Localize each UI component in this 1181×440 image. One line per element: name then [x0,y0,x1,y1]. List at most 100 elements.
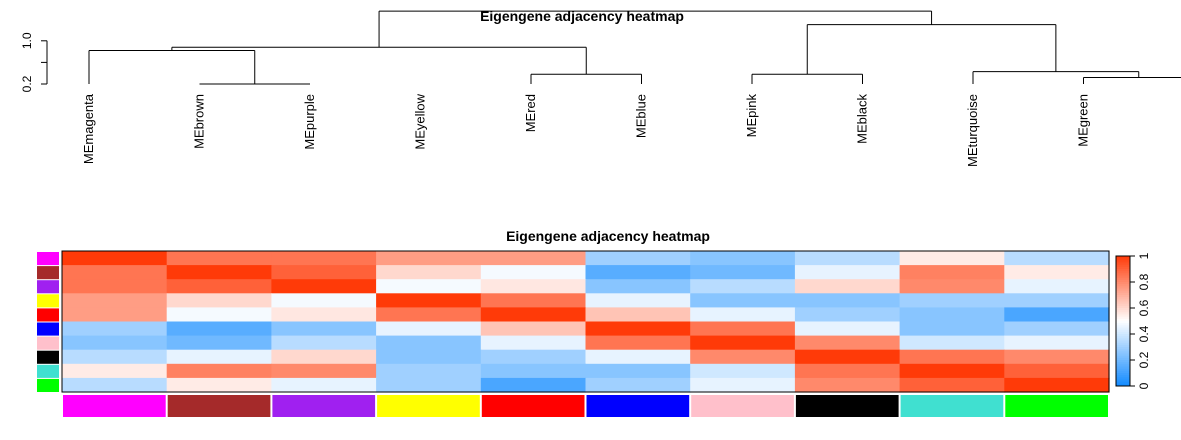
colorbar-segment [1116,342,1130,346]
heatmap-cell [690,251,796,266]
colorbar-segment [1116,316,1130,320]
heatmap-cell [166,363,272,379]
heatmap-cell [899,363,1005,379]
heatmap-cell [271,307,377,323]
heatmap-cell [376,349,482,365]
dendrogram-y-axis: 0.2 1.0 [20,32,48,92]
colorbar-segment [1116,264,1130,268]
colorbar-segment [1116,321,1130,324]
dendrogram-leaf-label: MEturquoise [965,94,980,167]
colorbar-segment [1116,260,1130,263]
heatmap-cell [690,321,796,337]
heatmap-cell [376,321,482,337]
heatmap-cell [480,321,587,337]
heatmap-cell [794,307,901,323]
dendrogram-branches [88,10,1181,85]
heatmap-cell [690,307,796,323]
colorbar-segment [1116,370,1130,374]
heatmap-cell [794,251,901,266]
heatmap-cell [585,251,691,266]
colorbar-tick-label: 0 [1137,382,1151,389]
colorbar-tick-label: 0.6 [1137,299,1151,316]
colorbar-segment [1116,360,1130,363]
heatmap-cell [62,279,168,294]
dendrogram-leaf-label: MEblue [634,94,649,138]
colorbar-segment [1116,305,1130,309]
column-module-color [691,395,794,417]
heatmap-cell [166,321,272,337]
heatmap-cell [585,279,691,294]
colorbar-segment [1116,338,1130,341]
heatmap-cell [585,377,691,393]
row-module-color [37,364,59,378]
colorbar-segment [1116,336,1130,339]
heatmap-cell [480,349,587,365]
column-module-color [795,395,899,417]
heatmap-cell [899,321,1005,337]
heatmap-cell [271,349,377,365]
colorbar-segment [1116,308,1130,311]
colorbar-segment [1116,258,1130,261]
heatmap-cell [899,293,1005,308]
heatmap-cell [899,349,1005,365]
heatmap-legend-colorbar: 0 0.2 0.4 0.6 0.8 1 [1115,252,1151,389]
heatmap-cell [794,335,901,351]
row-module-color [37,280,59,294]
colorbar-segment [1116,327,1130,331]
colorbar-segment [1116,286,1130,289]
heatmap-cell [376,363,482,379]
heatmap-cell [376,307,482,323]
colorbar-segment [1116,303,1130,307]
row-module-color [37,252,59,266]
heatmap-cell [480,251,587,266]
heatmap-cell [1004,335,1110,351]
colorbar-segment [1116,357,1130,361]
heatmap-cell [585,363,691,379]
dendrogram-leaf-label: MEred [523,94,538,132]
column-module-color [586,395,690,417]
dendrogram-leaf-label: MEyellow [413,93,428,149]
heatmap-cell [794,279,901,294]
colorbar-segment [1116,297,1130,300]
colorbar-segment [1116,340,1130,344]
heatmap-cell [62,335,168,351]
heatmap-cell [166,279,272,294]
colorbar-segment [1116,299,1130,302]
heatmap-cell [899,335,1005,351]
heatmap-cell [480,293,587,308]
heatmap-cell [794,265,901,280]
colorbar-border [1115,255,1131,387]
heatmap-column-color-bar [63,395,1108,417]
heatmap-cell [899,279,1005,294]
heatmap-cell [376,265,482,280]
colorbar-segment [1116,329,1130,333]
heatmap-cell [1004,377,1110,393]
heatmap-cell [1004,349,1110,365]
heatmap-cell [585,321,691,337]
colorbar-segment [1116,351,1130,354]
colorbar-segment [1116,301,1130,305]
heatmap-title: Eigengene adjacency heatmap [506,228,710,244]
heatmap-row-color-bar [37,252,59,392]
column-module-color [167,395,271,417]
colorbar-segment [1116,355,1130,359]
column-module-color [377,395,480,417]
colorbar-segment [1116,347,1130,350]
heatmap-cell [1004,307,1110,323]
heatmap-cell [690,293,796,308]
colorbar-segment [1116,323,1130,326]
heatmap-cell [899,377,1005,393]
colorbar-segment [1116,383,1130,387]
dendrogram-leaf-label: MEpurple [302,94,317,150]
heatmap-cell [480,279,587,294]
heatmap-cell [271,251,377,266]
heatmap-cell [376,279,482,294]
colorbar-segment [1116,377,1130,380]
colorbar-segment [1116,284,1130,287]
dendrogram-leaf-label: MEpink [744,94,759,138]
colorbar-segment [1116,275,1130,279]
heatmap-cell [1004,363,1110,379]
colorbar-segment [1116,279,1130,283]
heatmap-cell [480,265,587,280]
